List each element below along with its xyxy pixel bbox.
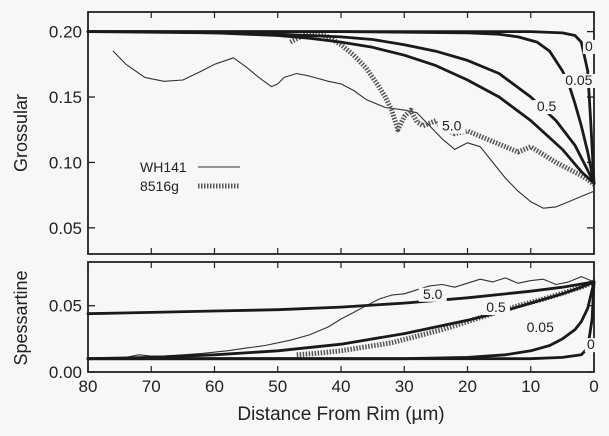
- grossular-series-0-5: [86, 30, 596, 185]
- grossular-ytick-label: 0.20: [49, 23, 82, 42]
- grossular-series: 0 0.05 0.5 5.0: [86, 30, 597, 209]
- grossular-ytick-label: 0.10: [49, 153, 82, 172]
- x-tick-label: 30: [395, 377, 414, 396]
- spessartine-y-label: Spessartine: [11, 270, 31, 365]
- x-tick-label: 70: [142, 377, 161, 396]
- spessartine-series-wh141: [112, 276, 595, 360]
- grossular-y-ticks: 0.05 0.10 0.15 0.20: [49, 12, 595, 254]
- grossular-curve-label-bg: [582, 39, 595, 54]
- spessartine-series-8516g: [296, 279, 595, 358]
- spessartine-series-5-0: [86, 280, 596, 316]
- grossular-y-label: Grossular: [11, 94, 31, 172]
- spessartine-ytick-label: 0.05: [49, 297, 82, 316]
- x-axis-label: Distance From Rim (µm): [237, 404, 444, 425]
- spessartine-curve-label: 5.0: [423, 286, 443, 302]
- legend-label-8516g: 8516g: [140, 178, 179, 194]
- legend: WH141 8516g: [140, 159, 240, 194]
- spessartine-series-0-05: [86, 280, 596, 361]
- spessartine-curve-label: 0.5: [486, 299, 506, 315]
- grossular-ytick-label: 0.15: [49, 88, 82, 107]
- grossular-curve-label: 0.5: [537, 98, 557, 114]
- spessartine-curve-label-bg: [481, 301, 510, 316]
- x-tick-label: 0: [589, 377, 598, 396]
- grossular-series-8516g: [289, 30, 596, 187]
- spessartine-curve-label-bg: [584, 338, 597, 353]
- grossular-curve-label: 0: [585, 38, 593, 54]
- grossular-panel-frame: [87, 11, 595, 255]
- grossular-curve-label-bg: [560, 73, 597, 88]
- spessartine-ticks: 0.00 0.05 80 70 60 50 40 30 20 10 0: [49, 262, 599, 396]
- spessartine-ytick-label: 0.00: [49, 363, 82, 382]
- spessartine-series: 5.0 0.5 0.05 0: [86, 276, 597, 361]
- spessartine-curve-label: 0.05: [527, 319, 554, 335]
- grossular-curve-label-bg: [532, 100, 561, 115]
- x-tick-label: 10: [521, 377, 540, 396]
- legend-label-wh141: WH141: [140, 159, 187, 175]
- x-tick-label: 20: [458, 377, 477, 396]
- spessartine-series-0-5: [86, 280, 596, 361]
- spessartine-curve-label: 0: [587, 336, 595, 352]
- x-tick-label: 50: [268, 377, 287, 396]
- grossular-curve-label-bg: [437, 119, 466, 134]
- grossular-ytick-label: 0.05: [49, 219, 82, 238]
- grossular-series-0-05: [86, 30, 596, 185]
- spessartine-curve-label-bg: [522, 320, 559, 335]
- x-tick-label: 40: [332, 377, 351, 396]
- grossular-series-5-0: [86, 30, 596, 185]
- grossular-curve-label: 0.05: [565, 72, 592, 88]
- x-tick-label: 80: [79, 377, 98, 396]
- grossular-series-wh141: [112, 50, 595, 209]
- spessartine-curve-label-bg: [418, 287, 447, 302]
- grossular-curve-label: 5.0: [442, 118, 462, 134]
- x-tick-label: 60: [205, 377, 224, 396]
